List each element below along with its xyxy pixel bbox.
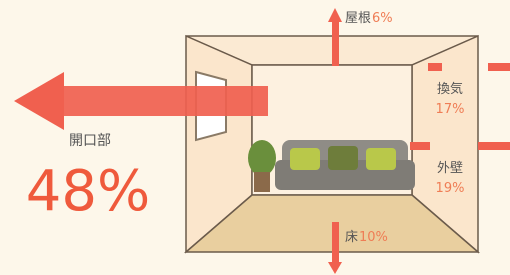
window-arrow (60, 86, 268, 116)
window-value: 48% (26, 159, 150, 224)
floor-label: 床 (345, 230, 358, 245)
vent-arrow (488, 63, 510, 71)
wall-label: 外壁 (437, 161, 463, 176)
cushion (290, 148, 320, 170)
floor-value: 10% (359, 230, 388, 245)
cushion (328, 146, 358, 170)
wall-arrow (478, 142, 510, 150)
vent-value: 17% (436, 102, 465, 117)
window-label: 開口部 (69, 133, 111, 149)
vent-label: 換気 (437, 81, 463, 97)
wall-value: 19% (436, 181, 465, 196)
page: 開口部 48% 屋根 6% 換気 17% 外壁 19% 床 10% (() =>… (0, 0, 510, 275)
plant (248, 140, 276, 176)
heat-loss-diagram: 開口部 48% 屋根 6% 換気 17% 外壁 19% 床 10% (0, 0, 510, 275)
roof-label: 屋根 (345, 11, 371, 26)
vent-arrow (428, 63, 442, 71)
cushion (366, 148, 396, 170)
floor-arrow (332, 222, 339, 262)
roof-arrow (332, 22, 339, 66)
plant-pot (254, 172, 270, 192)
roof-value: 6% (372, 11, 393, 26)
wall-arrow (410, 142, 430, 150)
